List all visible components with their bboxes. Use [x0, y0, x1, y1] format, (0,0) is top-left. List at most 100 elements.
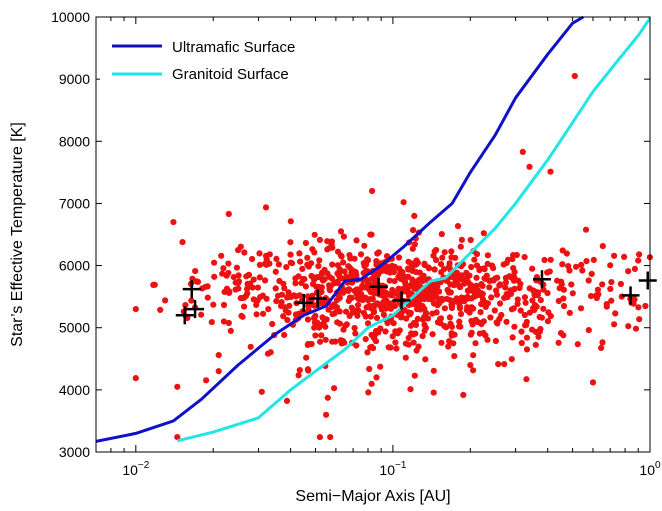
data-point	[546, 268, 553, 275]
data-point	[332, 338, 339, 345]
data-point	[394, 330, 401, 337]
data-point	[247, 343, 254, 350]
data-point	[297, 258, 304, 265]
data-point	[329, 261, 336, 268]
data-point	[316, 434, 323, 441]
data-point	[370, 345, 377, 352]
data-point	[611, 321, 618, 328]
data-point	[582, 226, 590, 233]
data-point	[566, 309, 573, 316]
data-point	[244, 290, 251, 297]
data-point	[477, 309, 484, 316]
data-point	[603, 303, 610, 310]
data-point	[256, 274, 263, 281]
data-point	[369, 187, 376, 195]
data-point	[382, 328, 389, 335]
data-point	[536, 328, 544, 335]
data-point	[369, 295, 376, 303]
data-point	[310, 274, 317, 281]
data-point	[448, 302, 456, 309]
data-point	[412, 301, 419, 308]
data-point	[405, 265, 412, 272]
data-point	[280, 280, 287, 287]
data-point	[541, 256, 548, 264]
highlight-markers	[175, 270, 657, 325]
data-point	[518, 328, 525, 335]
data-point	[467, 362, 474, 369]
data-point	[368, 231, 375, 238]
data-point	[227, 327, 234, 334]
data-point	[365, 389, 372, 396]
data-point	[256, 250, 263, 257]
data-point	[625, 268, 632, 275]
data-point	[334, 319, 341, 326]
data-point	[571, 72, 578, 80]
data-point	[405, 334, 412, 342]
data-point	[361, 242, 368, 249]
data-point	[355, 307, 362, 314]
data-point	[507, 290, 515, 297]
data-point	[199, 285, 206, 292]
data-point	[547, 168, 554, 175]
data-point	[316, 257, 323, 264]
data-point	[273, 255, 280, 262]
data-point	[281, 304, 288, 311]
data-point	[210, 301, 217, 308]
data-point	[230, 274, 237, 281]
data-point	[235, 278, 243, 285]
data-point	[266, 260, 273, 267]
data-point	[269, 320, 276, 328]
legend-label-ultramafic: Ultramafic Surface	[172, 39, 295, 56]
legend-label-granitoid: Granitoid Surface	[172, 66, 289, 83]
data-point	[253, 311, 260, 318]
x-tick-label: 10−2	[122, 460, 149, 478]
data-point	[354, 312, 361, 319]
data-point	[316, 274, 323, 281]
data-point	[303, 354, 310, 361]
data-point	[511, 269, 518, 276]
data-point	[632, 325, 640, 332]
data-point	[336, 274, 343, 281]
data-point	[635, 257, 642, 264]
data-point	[433, 309, 440, 316]
data-point	[250, 276, 257, 283]
data-point	[225, 319, 232, 327]
data-point	[446, 260, 453, 267]
data-point	[537, 297, 544, 304]
data-point	[174, 434, 181, 441]
data-point	[390, 265, 398, 272]
data-point	[445, 343, 452, 350]
data-point	[272, 268, 279, 275]
data-point	[486, 284, 493, 291]
data-point	[235, 247, 242, 254]
data-point	[256, 261, 263, 268]
data-point	[285, 289, 292, 296]
data-point	[337, 228, 345, 235]
data-point	[460, 391, 467, 398]
data-point	[430, 300, 438, 307]
data-point	[565, 263, 572, 270]
data-point	[377, 268, 384, 275]
data-point	[357, 251, 365, 258]
data-point	[287, 251, 294, 258]
data-point	[438, 269, 445, 276]
data-point	[526, 285, 533, 292]
data-point	[523, 376, 530, 383]
data-point	[448, 330, 455, 337]
data-point	[387, 305, 394, 312]
data-point	[473, 262, 481, 269]
data-point	[220, 265, 227, 272]
data-point	[349, 309, 356, 316]
data-point	[413, 283, 420, 290]
data-point	[331, 385, 338, 392]
data-point	[577, 305, 585, 312]
data-point	[544, 290, 551, 297]
data-point	[416, 269, 423, 276]
data-point	[642, 302, 649, 310]
data-point	[355, 286, 362, 293]
data-point	[323, 411, 330, 418]
data-point	[203, 377, 210, 384]
plus-marker	[621, 286, 640, 305]
data-point	[458, 294, 465, 301]
